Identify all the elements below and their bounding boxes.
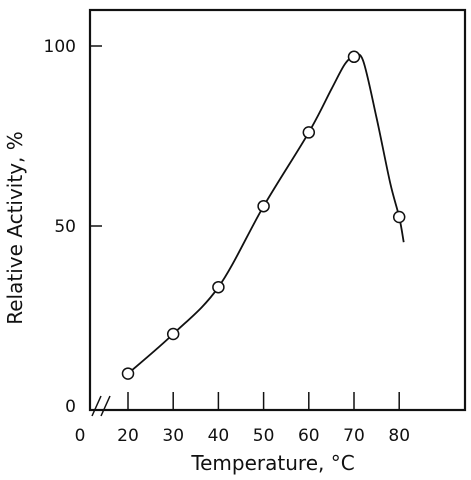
x-tick-label: 60 — [298, 426, 320, 446]
data-point — [121, 367, 135, 380]
data-point — [347, 50, 361, 64]
data-point — [302, 126, 316, 139]
x-tick-label: 20 — [117, 426, 139, 446]
x-tick-label: 50 — [253, 426, 275, 446]
x-tick-label: 70 — [343, 426, 365, 446]
series-curve — [127, 53, 405, 375]
data-point — [392, 210, 406, 224]
y-tick-label: 100 — [44, 37, 76, 57]
data-point — [212, 280, 225, 294]
x-tick-label: 0 — [75, 426, 86, 446]
x-axis-label: Temperature, °C — [190, 451, 354, 475]
x-axis-break-marker — [91, 395, 111, 417]
data-points — [121, 50, 406, 380]
y-tick-label: 0 — [65, 397, 76, 417]
y-axis-ticks: 0 50 100 — [44, 37, 102, 417]
x-tick-label: 40 — [208, 426, 230, 446]
x-tick-label: 80 — [388, 426, 410, 446]
y-tick-label: 50 — [54, 217, 76, 237]
plot-frame — [88, 8, 467, 412]
y-axis-label: Relative Activity, % — [3, 131, 27, 325]
data-point — [166, 327, 180, 341]
x-axis-ticks: 0 20 30 40 50 60 70 80 — [75, 392, 410, 446]
data-point — [257, 199, 270, 213]
x-tick-label: 30 — [162, 426, 184, 446]
